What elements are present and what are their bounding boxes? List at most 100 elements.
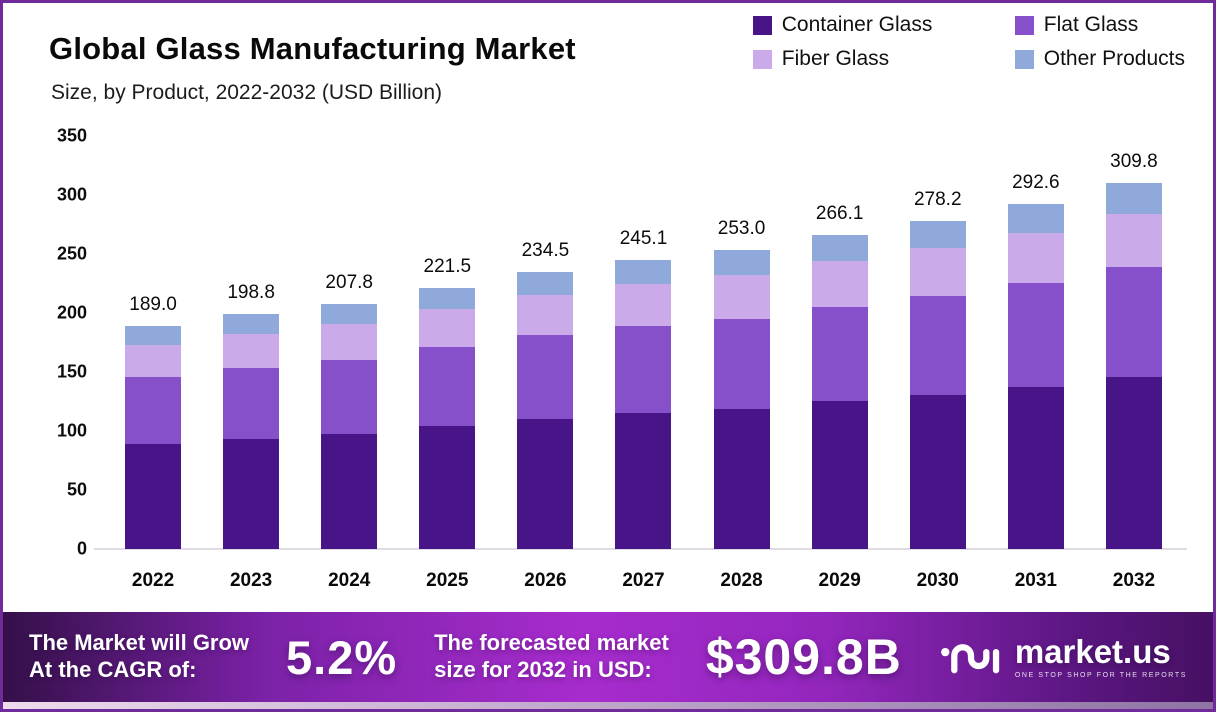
bar-segment (223, 367, 280, 439)
bar-total-label: 234.5 (521, 240, 570, 262)
bar-segment (517, 335, 574, 419)
legend-item: Flat Glass (1014, 13, 1185, 37)
x-axis-label: 2031 (1014, 570, 1057, 591)
bar-segment (321, 359, 378, 434)
bar-slot: 278.2 2030 (889, 136, 987, 591)
bar-slot: 221.5 2025 (398, 136, 496, 591)
bar-slot: 253.0 2028 (693, 136, 791, 591)
bar-total-label: 245.1 (619, 227, 668, 249)
bar-segment (713, 250, 770, 276)
stacked-bar-2024 (321, 303, 378, 549)
bar-segment (713, 408, 770, 549)
bar-segment (615, 325, 672, 414)
bar-slot: 266.1 2029 (791, 136, 889, 591)
forecast-value: $309.8B (705, 629, 902, 685)
bar-total-label: 309.8 (1110, 151, 1158, 173)
x-axis-label: 2026 (524, 570, 567, 591)
brand-text: market.us ONE STOP SHOP FOR THE REPORTS (1015, 635, 1187, 679)
bar-slot: 198.8 2023 (202, 136, 300, 591)
bar-segment (223, 438, 280, 549)
y-axis-tick: 350 (56, 125, 87, 146)
bar-segment (713, 318, 770, 409)
bar-total-label: 207.8 (325, 271, 373, 293)
bar-slot: 309.8 2032 (1085, 136, 1183, 591)
legend-item: Fiber Glass (752, 47, 1005, 71)
stacked-bar-2031 (1007, 203, 1064, 549)
y-axis-tick: 150 (56, 361, 87, 382)
legend-swatch-icon (1014, 49, 1034, 69)
bar-segment (517, 272, 574, 296)
bar-segment (321, 324, 378, 360)
legend-label: Flat Glass (1043, 13, 1139, 36)
stacked-bar-2025 (419, 287, 476, 549)
bar-segment (615, 283, 672, 326)
bar-segment (223, 314, 280, 334)
y-axis-tick: 50 (66, 479, 87, 500)
x-axis-label: 2024 (328, 570, 371, 591)
forecast-label: The forecasted market size for 2032 in U… (434, 630, 669, 684)
legend-label: Fiber Glass (781, 47, 890, 70)
bar-segment (1007, 232, 1064, 283)
bar-segment (223, 333, 280, 368)
legend-swatch-icon (1014, 15, 1034, 35)
page-title: Global Glass Manufacturing Market (49, 31, 576, 66)
bar-segment (909, 248, 966, 296)
bar-slot: 189.0 2022 (104, 136, 202, 591)
bar-total-label: 292.6 (1012, 171, 1060, 193)
bar-total-label: 189.0 (129, 293, 177, 315)
y-axis-tick: 300 (56, 184, 87, 205)
stacked-bar-2028 (713, 250, 770, 549)
bar-segment (811, 235, 868, 262)
cagr-value: 5.2% (286, 630, 398, 684)
bar-total-label: 221.5 (423, 255, 472, 277)
stacked-bar-2029 (811, 235, 868, 549)
legend-label: Container Glass (781, 13, 933, 36)
bar-segment (517, 295, 574, 336)
x-axis-label: 2028 (720, 570, 763, 591)
bar-total-label: 253.0 (717, 218, 766, 240)
bar-segment (419, 287, 476, 310)
bar-segment (419, 347, 476, 427)
stacked-bar-2027 (615, 259, 672, 549)
bar-segment (1007, 203, 1064, 233)
y-axis-tick: 200 (56, 302, 87, 323)
bar-slot: 207.8 2024 (300, 136, 398, 591)
market-us-logo-icon (940, 644, 999, 674)
bar-slot: 245.1 2027 (594, 136, 692, 591)
plot-area: 0 50 100 150 200 250 300 350 189.0 2022 198.8 2023 2… (57, 126, 1187, 591)
bar-segment (811, 261, 868, 307)
x-axis-label: 2027 (622, 570, 665, 591)
bar-segment (909, 220, 966, 249)
bar-segment (615, 259, 672, 284)
bar-slot: 234.5 2026 (496, 136, 594, 591)
legend-swatch-icon (752, 49, 772, 69)
bar-segment (125, 443, 182, 549)
x-axis-label: 2032 (1112, 570, 1156, 591)
footer-banner: The Market will Grow At the CAGR of: 5.2… (3, 612, 1213, 702)
x-axis-label: 2030 (916, 570, 959, 591)
page-subtitle: Size, by Product, 2022-2032 (USD Billion… (51, 81, 443, 104)
y-axis-tick: 250 (56, 243, 87, 264)
bar-segment (1105, 377, 1162, 549)
cagr-label-line2: At the CAGR of: (29, 657, 197, 682)
bar-segment (125, 376, 182, 444)
bar-total-label: 278.2 (913, 188, 962, 210)
bar-segment (615, 413, 672, 549)
legend-label: Other Products (1043, 47, 1185, 70)
bar-total-label: 198.8 (227, 282, 275, 304)
bar-segment (1105, 266, 1162, 378)
x-axis-label: 2029 (818, 570, 861, 591)
bar-segment (125, 344, 182, 377)
x-axis-label: 2023 (229, 570, 273, 591)
x-axis-baseline (94, 548, 1187, 550)
bar-segment (1007, 386, 1064, 549)
forecast-label-line2: size for 2032 in USD: (434, 657, 652, 682)
bar-segment (811, 306, 868, 402)
cagr-label-line1: The Market will Grow (29, 630, 250, 656)
stacked-bar-2026 (517, 272, 574, 549)
stacked-bar-2030 (909, 220, 966, 549)
stacked-bar-2023 (223, 314, 280, 549)
bar-segment (321, 303, 378, 325)
bar-segment (1105, 183, 1162, 214)
stacked-bar-2022 (125, 326, 182, 549)
